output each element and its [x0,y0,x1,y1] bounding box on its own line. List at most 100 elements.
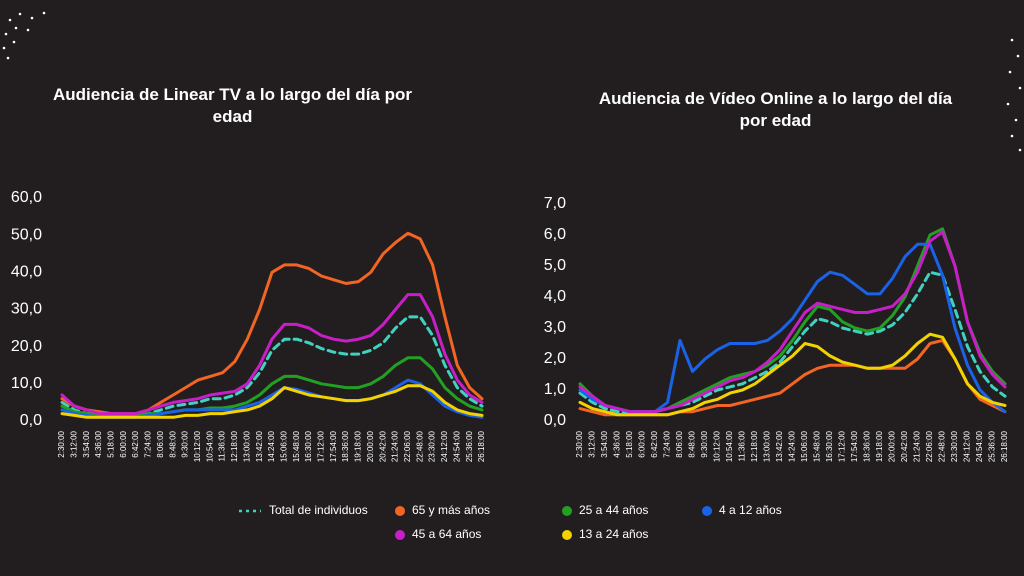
x-tick-label: 18:36:00 [341,430,350,462]
line-series [578,242,1007,414]
x-tick-label: 22:06:00 [403,430,412,462]
x-tick-label: 2:30:00 [575,430,584,457]
legend-label: 45 a 64 años [412,527,481,541]
line-series [60,315,484,417]
x-tick-label: 4:36:00 [94,430,103,457]
x-tick-label: 16:30:00 [304,430,313,462]
legend-label: 13 a 24 años [579,527,648,541]
legend-marker [562,506,572,516]
x-tick-label: 9:30:00 [700,430,709,457]
x-tick-label: 9:30:00 [181,430,190,457]
x-tick-label: 6:42:00 [131,430,140,457]
x-tick-label: 8:06:00 [675,430,684,457]
legend-marker [395,506,405,516]
x-tick-label: 20:42:00 [378,430,387,462]
legend-label: Total de individuos [269,503,368,517]
x-tick-label: 11:36:00 [738,430,747,461]
x-tick-label: 6:00:00 [119,430,128,457]
x-tick-label: 22:48:00 [415,430,424,462]
x-tick-label: 24:54:00 [975,430,984,462]
x-tick-label: 12:18:00 [750,430,759,462]
x-tick-label: 4:36:00 [613,430,622,457]
x-tick-label: 6:00:00 [638,430,647,457]
x-tick-label: 24:12:00 [963,430,972,462]
line-series [578,332,1007,417]
y-tick-label: 4,0 [544,288,566,305]
legend-marker [562,530,572,540]
x-tick-label: 23:30:00 [950,430,959,462]
x-tick-label: 14:24:00 [788,430,797,462]
y-tick-label: 2,0 [544,350,566,367]
x-tick-label: 10:12:00 [713,430,722,462]
y-tick-label: 6,0 [544,226,566,243]
x-tick-label: 10:54:00 [205,430,214,462]
x-tick-label: 3:54:00 [82,430,91,457]
legend-label: 25 a 44 años [579,503,648,517]
y-tick-label: 0,0 [544,412,566,429]
x-tick-label: 3:12:00 [588,430,597,457]
x-tick-label: 12:18:00 [230,430,239,462]
y-tick-label: 7,0 [544,195,566,212]
x-tick-label: 13:00:00 [763,430,772,462]
x-tick-label: 6:42:00 [650,430,659,457]
line-series [578,230,1007,414]
x-tick-label: 3:12:00 [69,430,78,457]
x-tick-label: 10:12:00 [193,430,202,462]
x-tick-label: 20:00:00 [366,430,375,462]
y-tick-label: 50,0 [11,226,42,243]
x-tick-label: 2:30:00 [57,430,66,457]
y-tick-label: 60,0 [11,189,42,206]
legend-label: 65 y más años [412,503,490,517]
x-tick-label: 26:18:00 [1000,430,1009,462]
x-tick-label: 15:48:00 [292,430,301,462]
x-tick-label: 17:54:00 [850,430,859,462]
chart-title: Audiencia de Vídeo Online a lo largo del… [598,89,953,130]
y-tick-label: 40,0 [11,264,42,281]
x-tick-label: 25:36:00 [465,430,474,462]
x-tick-label: 19:18:00 [354,430,363,462]
decoration-dots [2,11,1022,152]
x-tick-label: 8:48:00 [688,430,697,457]
x-tick-label: 8:06:00 [156,430,165,457]
line-series [60,356,484,417]
y-tick-label: 10,0 [11,375,42,392]
x-tick-label: 20:42:00 [900,430,909,462]
x-tick-label: 7:24:00 [663,430,672,457]
y-tick-label: 20,0 [11,338,42,355]
x-tick-label: 5:18:00 [625,430,634,457]
x-tick-label: 8:48:00 [168,430,177,457]
x-tick-label: 14:24:00 [267,430,276,462]
x-tick-label: 5:18:00 [107,430,116,457]
x-tick-label: 24:12:00 [440,430,449,462]
x-tick-label: 15:06:00 [279,430,288,462]
x-tick-label: 23:30:00 [428,430,437,462]
y-tick-label: 5,0 [544,257,566,274]
x-tick-label: 17:54:00 [329,430,338,462]
legend-marker [395,530,405,540]
x-tick-label: 10:54:00 [725,430,734,462]
legend-label: 4 a 12 años [719,503,782,517]
legend-marker [702,506,712,516]
line-series [60,384,484,419]
x-tick-label: 15:06:00 [800,430,809,462]
x-tick-label: 18:36:00 [863,430,872,462]
x-tick-label: 3:54:00 [600,430,609,457]
y-tick-label: 0,0 [20,412,42,429]
line-series [578,338,1007,417]
x-tick-label: 17:12:00 [838,430,847,462]
x-tick-label: 16:30:00 [825,430,834,462]
x-tick-label: 19:18:00 [875,430,884,462]
y-tick-label: 30,0 [11,301,42,318]
x-tick-label: 22:48:00 [938,430,947,462]
line-series [60,293,484,416]
x-tick-label: 26:18:00 [477,430,486,462]
x-tick-label: 11:36:00 [218,430,227,461]
x-tick-label: 15:48:00 [813,430,822,462]
x-tick-label: 7:24:00 [144,430,153,457]
y-tick-label: 3,0 [544,319,566,336]
x-tick-label: 21:24:00 [913,430,922,462]
chart-title: Audiencia de Linear TV a lo largo del dí… [53,85,412,126]
x-tick-label: 17:12:00 [317,430,326,462]
x-tick-label: 21:24:00 [391,430,400,462]
